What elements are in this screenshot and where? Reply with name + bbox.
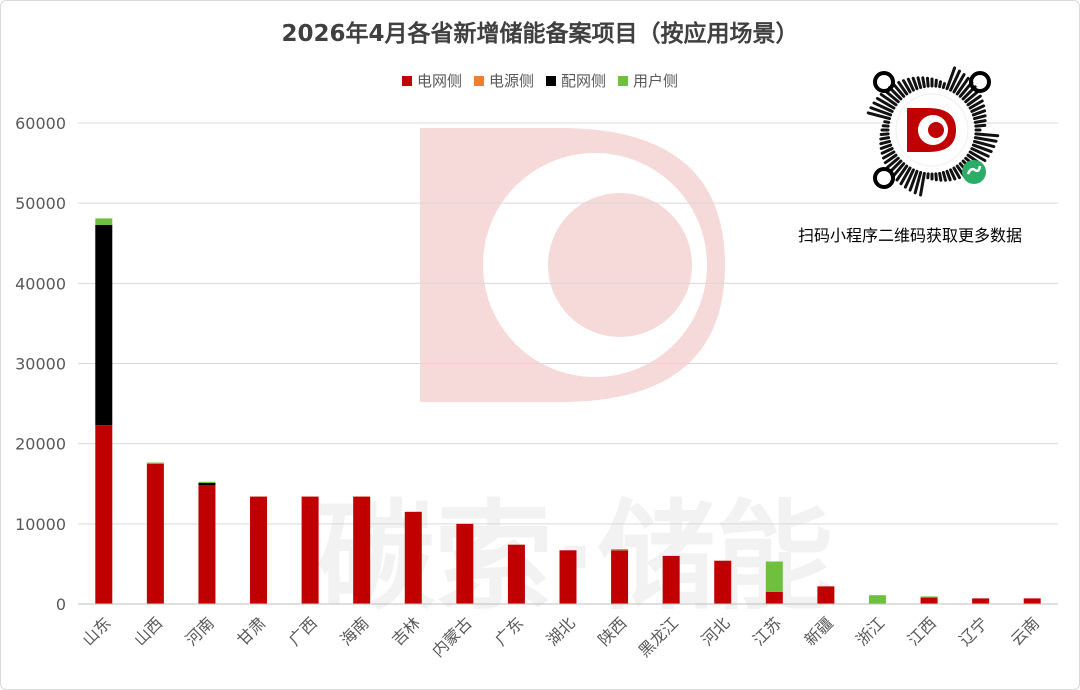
- x-tick-label: 江西: [904, 613, 940, 649]
- qr-code-icon: [866, 66, 1000, 197]
- qr-code[interactable]: [862, 60, 1002, 200]
- bar-segment: [95, 218, 113, 225]
- bar-segment: [920, 597, 938, 604]
- legend-item: 用户侧: [618, 70, 678, 91]
- bar-segment: [1023, 598, 1041, 604]
- x-tick-label: 广西: [285, 613, 321, 649]
- bar-segment: [920, 596, 938, 598]
- legend-label: 电网侧: [416, 72, 462, 90]
- bar-segment: [95, 224, 113, 426]
- bars: [78, 218, 1058, 605]
- y-tick-label: 10000: [15, 515, 66, 534]
- bar-segment: [95, 425, 113, 604]
- bar-segment: [301, 496, 319, 604]
- bar-segment: [250, 496, 268, 604]
- bar-segment: [611, 550, 629, 604]
- x-tick-label: 河南: [182, 613, 218, 649]
- bar-segment: [662, 555, 680, 604]
- legend-swatch: [401, 75, 412, 86]
- legend-label: 电源侧: [488, 72, 534, 90]
- x-tick-label: 浙江: [852, 613, 888, 649]
- watermark: 碳索·储能: [317, 128, 833, 626]
- y-tick-label: 60000: [15, 114, 66, 133]
- y-tick-label: 50000: [15, 194, 66, 213]
- x-tick-label: 山东: [79, 613, 115, 649]
- legend: 电网侧 电源侧 配网侧 用户侧: [0, 70, 1080, 91]
- bar-segment: [198, 485, 216, 604]
- bar-segment: [868, 595, 886, 604]
- legend-swatch: [473, 75, 484, 86]
- y-tick-label: 30000: [15, 355, 66, 374]
- y-tick-label: 20000: [15, 435, 66, 454]
- legend-label: 用户侧: [633, 72, 679, 90]
- legend-item: 电源侧: [473, 70, 534, 91]
- x-tick-label: 云南: [1007, 613, 1043, 649]
- bar-segment: [507, 544, 525, 604]
- bar-segment: [198, 481, 216, 483]
- x-tick-label: 甘肃: [233, 613, 269, 649]
- bar-segment: [146, 462, 164, 464]
- bar-segment: [765, 591, 783, 604]
- bar-segment: [353, 496, 371, 604]
- bar-segment: [765, 561, 783, 592]
- bar-segment: [559, 550, 577, 604]
- chart-title: 2026年4月各省新增储能备案项目（按应用场景）: [281, 21, 799, 47]
- qr-caption: 扫码小程序二维码获取更多数据: [798, 226, 1023, 245]
- bar-segment: [611, 549, 629, 551]
- y-axis-ticks: 0 10000 20000 30000 40000 50000 60000: [15, 114, 66, 614]
- legend-label: 配网侧: [561, 72, 607, 90]
- bar-segment: [972, 598, 990, 604]
- bar-segment: [404, 511, 422, 604]
- bar-segment: [146, 463, 164, 604]
- x-axis-ticks: 山东 山西 河南 甘肃 广西 海南 吉林 内蒙古 广东 湖北 陕西 黑龙江 河北 江苏 新疆 浙江 江西 辽宁 云南: [79, 613, 1043, 660]
- legend-swatch: [546, 75, 556, 86]
- legend-item: 配网侧: [546, 70, 606, 91]
- legend-swatch: [618, 75, 629, 86]
- y-tick-label: 40000: [15, 274, 66, 293]
- bar-segment: [198, 482, 216, 486]
- x-tick-label: 辽宁: [955, 613, 991, 649]
- legend-item: 电网侧: [401, 70, 462, 91]
- x-tick-label: 山西: [130, 613, 166, 649]
- bar-segment: [817, 586, 835, 604]
- bar-segment: [714, 560, 732, 604]
- y-tick-label: 0: [56, 595, 66, 614]
- bar-segment: [456, 523, 474, 604]
